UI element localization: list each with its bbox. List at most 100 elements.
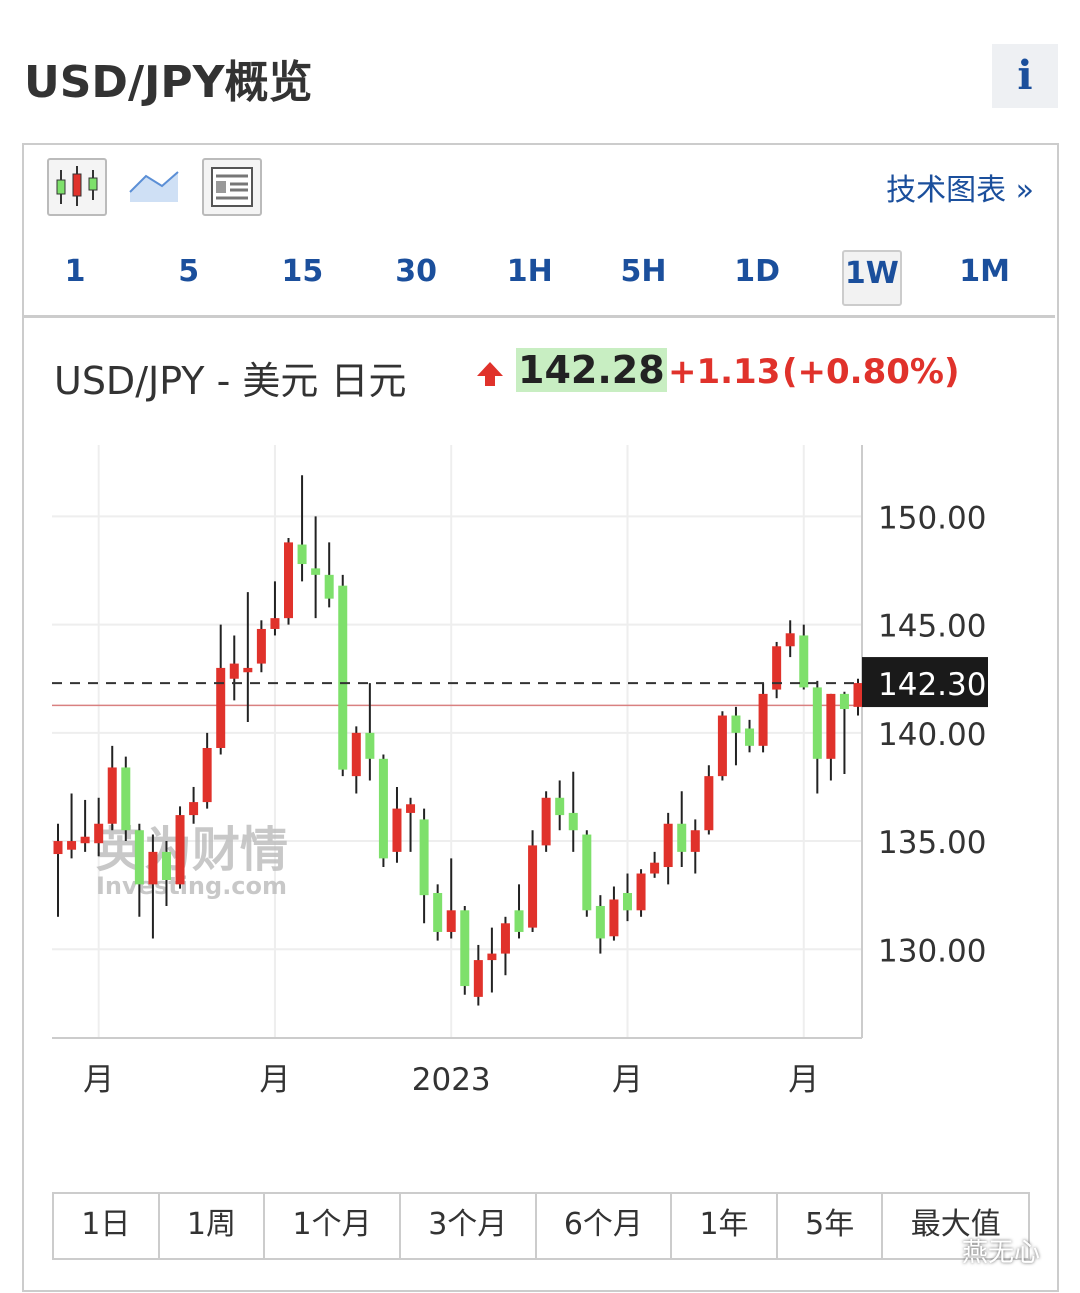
up-arrow (477, 362, 503, 386)
timeframe[interactable]: 5 (178, 254, 200, 289)
candle-body (148, 851, 158, 885)
quote-name: USD/JPY - 美元 日元 (54, 359, 407, 403)
candle-body (541, 797, 551, 846)
table-icon[interactable] (202, 158, 262, 216)
candle-body (365, 732, 375, 759)
candle-body (500, 923, 510, 954)
price-tag-label: 142.30 (878, 667, 986, 703)
technical-chart-link[interactable]: 技术图表 » (886, 173, 1034, 208)
candle-body (216, 667, 226, 748)
candle-body (514, 910, 524, 932)
range-button[interactable]: 最大值 (910, 1207, 1001, 1242)
quote-change-pct: (+0.80%) (782, 352, 960, 392)
range-button[interactable]: 6个月 (537, 1194, 673, 1258)
x-tick-label: 月 (259, 1062, 290, 1098)
candle-body (582, 834, 592, 911)
watermark: Investing.com (96, 872, 287, 900)
line-icon[interactable] (128, 166, 180, 206)
candle-body (717, 715, 727, 777)
timeframe[interactable]: 15 (281, 254, 324, 289)
candle-body (663, 823, 673, 868)
candle-body (311, 568, 321, 575)
candle-body (134, 830, 144, 885)
separator (24, 315, 1055, 318)
timeframe[interactable]: 1D (734, 254, 781, 289)
y-tick-label: 145.00 (878, 609, 986, 645)
candle-body (107, 767, 117, 824)
quote-change: +1.13 (668, 352, 781, 392)
candle-body (338, 585, 348, 770)
candle-body (812, 687, 822, 759)
candle-body (758, 693, 768, 746)
range-button[interactable]: 1个月 (265, 1194, 401, 1258)
candle-body (67, 841, 77, 850)
range-button[interactable]: 3个月 (401, 1194, 537, 1258)
candle-body (94, 823, 104, 844)
candle-body (446, 910, 456, 932)
y-tick-label: 135.00 (878, 825, 986, 861)
candle-body (677, 823, 687, 852)
candle-body (826, 693, 836, 759)
timeframe[interactable]: 1H (506, 254, 553, 289)
candle-body (80, 836, 90, 844)
candle-body (745, 728, 755, 746)
candle-body (202, 747, 212, 803)
candle-body (189, 802, 199, 816)
candle-body (622, 892, 632, 911)
candle-body (568, 812, 578, 831)
candle-body (324, 574, 334, 599)
candle-body (243, 667, 253, 673)
range-button[interactable]: 5年 (778, 1194, 884, 1258)
candle-body (609, 899, 619, 937)
x-tick-label: 月 (612, 1062, 643, 1098)
candle-body (406, 804, 416, 813)
candle-icon[interactable] (47, 158, 107, 216)
candle-body (650, 862, 660, 874)
timeframe[interactable]: 1M (959, 254, 1010, 289)
candle-body (731, 715, 741, 733)
y-tick-label: 150.00 (878, 500, 986, 536)
candle-body (785, 633, 795, 647)
range-button[interactable]: 1周 (160, 1194, 266, 1258)
candle-body (473, 960, 483, 997)
x-tick-label: 月 (83, 1062, 114, 1098)
candle-body (690, 830, 700, 852)
candle-body (229, 663, 239, 679)
x-tick-label: 月 (788, 1062, 819, 1098)
candle-body (161, 851, 171, 881)
candle-body (839, 693, 849, 710)
candle-body (53, 841, 63, 855)
timeframe[interactable]: 5H (620, 254, 667, 289)
candle-body (460, 910, 470, 987)
candle-body (297, 544, 307, 565)
candle-body (392, 808, 402, 852)
quote-price: 142.28 (516, 348, 667, 392)
candle-body (175, 815, 185, 885)
candle-body (487, 953, 497, 961)
candle-body (433, 892, 443, 932)
chart: 130.00 135.00 140.00 145.00 150.00 月 月 2023 月 月 英为… (52, 445, 988, 1098)
y-tick-label: 140.00 (878, 717, 986, 753)
timeframe[interactable]: 30 (395, 254, 437, 289)
candle-body (772, 646, 782, 690)
candle-body (378, 758, 388, 859)
timeframe[interactable]: 1W (841, 250, 902, 306)
candle-body (270, 618, 280, 629)
candle-body (555, 797, 565, 816)
candle-body (636, 873, 646, 911)
y-tick-label: 130.00 (878, 933, 986, 969)
candle-body (528, 845, 538, 928)
timeframe[interactable]: 1 (64, 254, 86, 289)
footer-watermark: 燕无心 (962, 1238, 1041, 1268)
candle-body (351, 732, 361, 777)
range-button[interactable]: 1日 (54, 1194, 160, 1258)
price-tag (862, 657, 988, 708)
candle-body (121, 767, 131, 831)
range-bar: 1日 1周 1个月 3个月 6个月 1年 5年 最大值 (52, 1192, 1030, 1260)
candle-body (853, 683, 863, 707)
watermark: 英为财情 (96, 822, 288, 878)
info-button[interactable]: i (992, 44, 1058, 108)
range-button[interactable]: 1年 (672, 1194, 778, 1258)
candle-body (419, 819, 429, 896)
